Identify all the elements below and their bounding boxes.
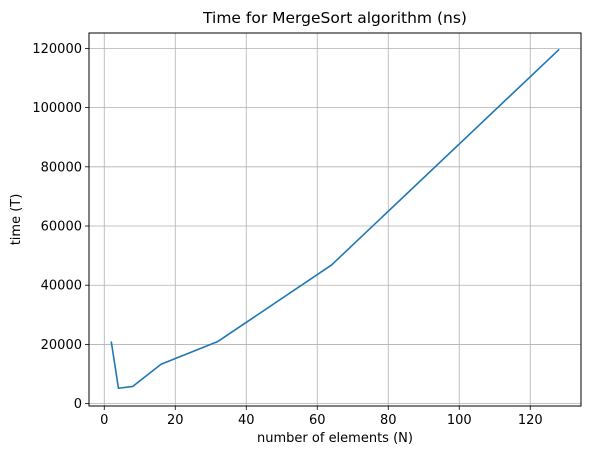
x-axis-ticks: 0 20 40 60 80 100 120 — [100, 406, 543, 428]
x-tick-label: 20 — [167, 413, 184, 428]
chart-title: Time for MergeSort algorithm (ns) — [202, 9, 467, 27]
y-tick-label: 0 — [74, 397, 82, 412]
x-tick-label: 60 — [309, 413, 326, 428]
y-tick-label: 20000 — [41, 338, 82, 353]
y-axis-label: time (T) — [9, 194, 24, 246]
x-tick-label: 100 — [447, 413, 472, 428]
plot-frame — [88, 32, 582, 407]
x-tick-label: 120 — [518, 413, 543, 428]
y-tick-label: 40000 — [41, 279, 82, 294]
y-tick-label: 100000 — [32, 101, 82, 116]
x-axis-label: number of elements (N) — [257, 431, 413, 446]
y-axis-ticks: 0 20000 40000 60000 80000 100000 120000 — [32, 42, 89, 412]
x-tick-label: 40 — [238, 413, 255, 428]
y-tick-label: 120000 — [32, 42, 82, 57]
series-layer — [110, 48, 560, 390]
x-tick-label: 80 — [380, 413, 397, 428]
x-tick-label: 0 — [100, 413, 108, 428]
y-tick-label: 80000 — [41, 160, 82, 175]
y-tick-label: 60000 — [41, 220, 82, 235]
grid — [89, 33, 581, 406]
